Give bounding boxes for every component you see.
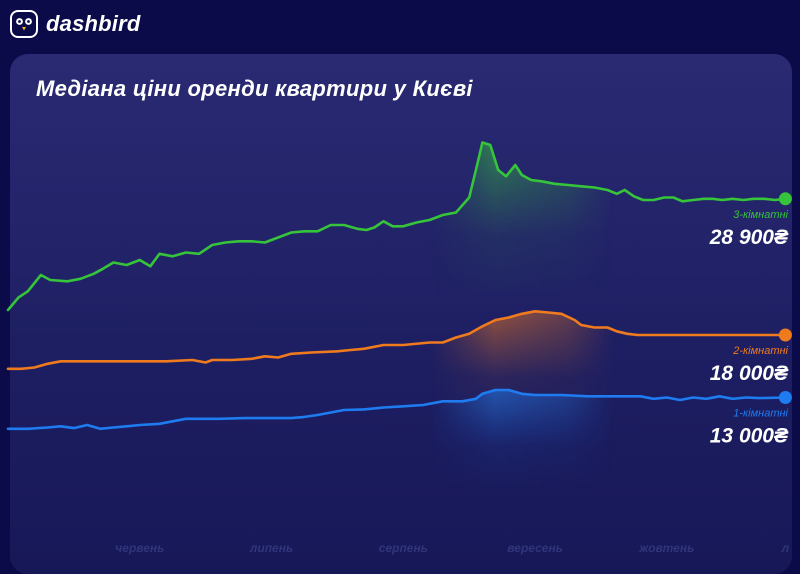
x-tick-label: л <box>781 541 790 555</box>
x-tick-label: жовтень <box>638 541 694 555</box>
series-name-one-room: 1-кімнатні <box>733 408 788 420</box>
brand-name[interactable]: dashbird <box>46 11 141 36</box>
top-bar: dashbird <box>0 0 800 52</box>
x-tick-label: серпень <box>379 541 428 555</box>
series-areas <box>8 142 786 493</box>
end-marker-two-room[interactable] <box>778 328 792 342</box>
line-one-room[interactable] <box>6 388 787 431</box>
series-name-two-room: 2-кімнатні <box>732 345 788 357</box>
end-marker-three-room[interactable] <box>778 192 792 206</box>
series-lines <box>6 141 787 431</box>
chart-title: Медіана ціни оренди квартири у Києві <box>36 76 473 101</box>
series-name-three-room: 3-кімнатні <box>733 209 788 221</box>
area-three-room <box>8 142 786 310</box>
end-labels: 3-кімнатні 28 900₴ 2-кімнатні 18 000₴ 1-кімн… <box>709 209 789 448</box>
owl-logo-icon[interactable] <box>10 10 38 38</box>
line-three-room[interactable] <box>6 141 787 312</box>
series-value-two-room: 18 000₴ <box>710 362 789 385</box>
series-value-three-room: 28 900₴ <box>709 226 789 249</box>
end-markers <box>778 192 792 404</box>
x-tick-label: липень <box>249 541 293 555</box>
line-two-room[interactable] <box>6 310 787 371</box>
series-value-one-room: 13 000₴ <box>710 425 789 448</box>
area-one-room <box>8 390 786 493</box>
x-axis-months: червень липень серпень вересень жовтень л <box>115 541 789 555</box>
end-marker-one-room[interactable] <box>778 391 792 404</box>
x-tick-label: червень <box>115 541 164 555</box>
x-tick-label: вересень <box>507 541 563 555</box>
